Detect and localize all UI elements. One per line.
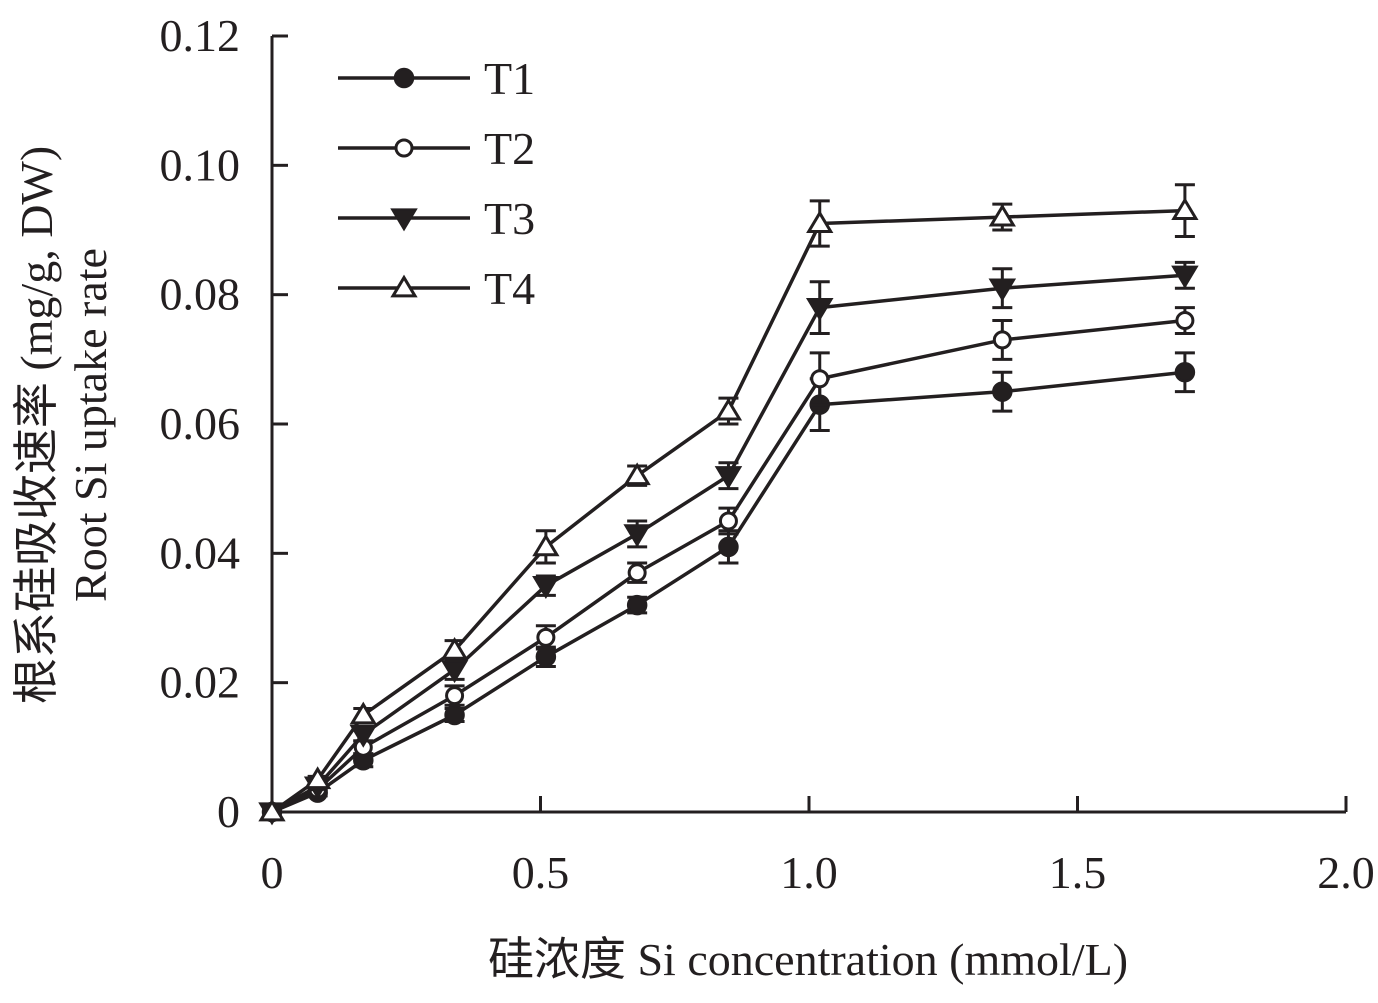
x-tick-label: 1.5 [1049, 847, 1107, 898]
series-line-T2 [271, 318, 1186, 814]
legend-label-T1: T1 [484, 53, 535, 104]
series-T1 [261, 351, 1196, 823]
data-point-T2 [992, 330, 1012, 350]
y-tick-label: 0.10 [160, 139, 241, 190]
legend-marker-T4 [390, 274, 418, 298]
data-point-T4 [349, 701, 377, 725]
data-point-T3 [532, 576, 560, 600]
x-tick-label: 0.5 [512, 847, 570, 898]
series-T4 [258, 183, 1199, 822]
legend-item-T4: T4 [338, 263, 535, 314]
data-point-T3 [1171, 265, 1199, 289]
y-tick-label: 0 [217, 786, 240, 837]
data-point-T4 [623, 462, 651, 486]
legend-marker-T2 [394, 138, 414, 158]
data-point-T2 [445, 686, 465, 706]
data-point-T4 [440, 636, 469, 660]
data-point-T1 [718, 536, 739, 558]
legend-marker-T3 [390, 208, 418, 232]
data-point-T1 [1174, 362, 1196, 383]
y-tick-label: 0.04 [160, 527, 241, 578]
data-point-T4 [806, 210, 834, 233]
x-tick-label: 2.0 [1317, 847, 1375, 898]
y-tick-label: 0.08 [160, 269, 241, 320]
series-T2 [262, 306, 1195, 822]
data-point-T2 [536, 627, 556, 647]
data-point-T3 [623, 524, 651, 548]
data-point-T4 [258, 798, 286, 822]
y-tick-label: 0.12 [160, 10, 241, 61]
data-point-T1 [626, 594, 648, 616]
legend-label-T4: T4 [484, 263, 535, 314]
legend-item-T1: T1 [338, 53, 535, 104]
y-tick-label: 0.02 [160, 657, 241, 708]
legend-label-T2: T2 [484, 123, 535, 174]
series-T3 [258, 260, 1199, 826]
data-point-T2 [718, 511, 738, 531]
data-point-T3 [349, 724, 378, 748]
y-tick-label: 0.06 [160, 398, 241, 449]
data-point-T2 [810, 369, 830, 389]
y-axis-title-line1: 根系硅吸收速率 (mg/g, DW) [11, 146, 62, 704]
data-point-T2 [1175, 311, 1195, 331]
data-point-T1 [992, 381, 1013, 402]
y-axis-title-line2: Root Si uptake rate [65, 248, 116, 602]
series-line-T4 [270, 208, 1185, 814]
series-layer [258, 183, 1199, 826]
data-point-T4 [714, 397, 743, 421]
data-point-T3 [805, 297, 834, 321]
data-point-T4 [303, 766, 332, 790]
data-point-T3 [714, 466, 743, 490]
legend-marker-T1 [393, 67, 415, 89]
legend: T1 T2 T3 T4 [338, 53, 535, 314]
series-line-T3 [271, 273, 1186, 814]
data-point-T4 [532, 533, 560, 557]
legend-item-T2: T2 [338, 123, 535, 174]
legend-item-T3: T3 [338, 193, 535, 244]
x-tick-label: 1.0 [780, 847, 838, 898]
x-axis-title: 硅浓度 Si concentration (mmol/L) [488, 934, 1128, 985]
axes: 0 0.02 0.04 0.06 0.08 0.10 0.12 0 0.5 1.0 1.5 2.0 [160, 10, 1375, 898]
series-line-T1 [271, 370, 1186, 814]
data-point-T3 [988, 278, 1017, 302]
legend-label-T3: T3 [484, 193, 535, 244]
data-point-T4 [1171, 197, 1199, 221]
data-point-T2 [627, 563, 647, 583]
x-tick-label: 0 [261, 847, 284, 898]
data-point-T4 [988, 203, 1016, 227]
data-point-T1 [444, 704, 465, 726]
